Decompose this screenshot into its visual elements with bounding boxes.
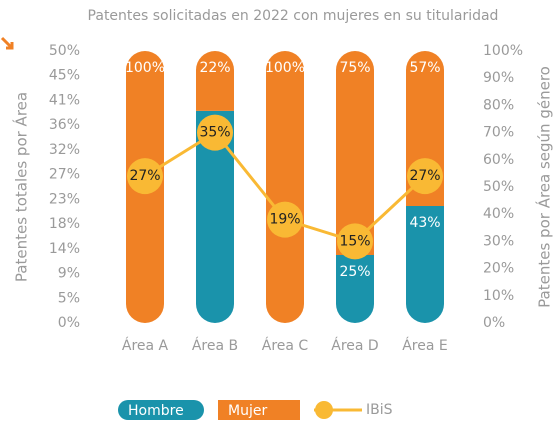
bar-value-label: 22% [199,60,230,76]
y-tick-label: 27% [49,167,80,183]
y-tick-label: 32% [49,142,80,158]
y-tick-label: 5% [58,290,80,306]
ibis-point [267,201,303,238]
y-tick-label: 41% [49,92,80,108]
ibis-point [337,223,373,260]
y-tick-label: 50% [49,43,80,59]
ibis-value-label: 35% [199,125,230,141]
ibis-value-label: 27% [409,168,440,184]
bar-value-label: 100% [265,60,305,76]
y-tick-label: 9% [58,266,80,282]
bar-value-label: 100% [125,60,165,76]
bar-segment [336,255,374,323]
bar-segment [196,51,234,111]
bar-value-label: 43% [409,215,440,231]
decor-arrow [0,36,14,50]
legend-label: Hombre [128,403,184,419]
ibis-point [407,158,443,195]
legend-label: Mujer [228,403,267,419]
y2-tick-label: 0% [483,315,505,331]
y2-tick-label: 20% [483,261,514,277]
y2-tick-label: 100% [483,43,523,59]
y2-tick-label: 70% [483,125,514,141]
ibis-value-label: 15% [339,233,370,249]
ibis-point [127,158,163,195]
x-tick-label: Área D [331,337,378,354]
legend-dot [315,401,333,419]
ibis-value-label: 19% [269,212,300,228]
x-tick-label: Área B [192,337,238,354]
bar-value-label: 75% [339,60,370,76]
y-tick-label: 45% [49,68,80,84]
x-tick-label: Área A [122,337,169,354]
y-tick-label: 23% [49,191,80,207]
bar-value-label: 25% [339,264,370,280]
y-tick-label: 0% [58,315,80,331]
y-tick-label: 18% [49,216,80,232]
ibis-point [197,114,233,151]
x-tick-label: Área E [402,337,448,354]
x-tick-label: Área C [262,337,309,354]
y-tick-label: 14% [49,241,80,257]
y2-tick-label: 50% [483,179,514,195]
y2-tick-label: 90% [483,70,514,86]
legend-label: IBiS [366,402,393,418]
y-axis-title: Patentes totales por Área [12,92,31,282]
y2-tick-label: 80% [483,97,514,113]
legend-swatch [118,400,204,420]
y2-axis-title: Patentes por Área según género [535,66,554,308]
bar-segment [196,110,234,323]
y2-tick-label: 30% [483,233,514,249]
y-tick-label: 36% [49,117,80,133]
bar-value-label: 57% [409,60,440,76]
y2-tick-label: 60% [483,152,514,168]
bar-segment [266,51,304,323]
legend-swatch [218,400,300,420]
chart-title: Patentes solicitadas en 2022 con mujeres… [88,8,499,24]
y2-tick-label: 40% [483,206,514,222]
y2-tick-label: 10% [483,288,514,304]
ibis-value-label: 27% [129,168,160,184]
bar-segment [336,51,374,255]
bar-segment [406,206,444,323]
